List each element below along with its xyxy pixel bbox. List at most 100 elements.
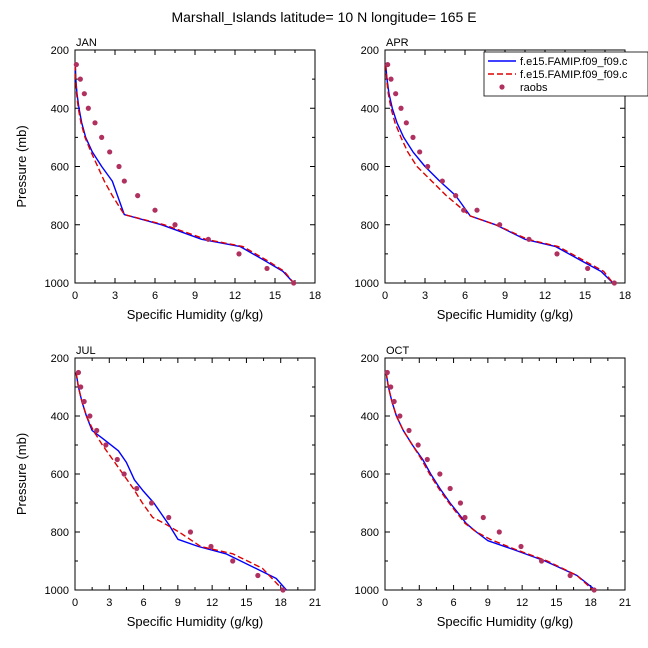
raobs-point xyxy=(461,207,467,213)
x-axis-label: Specific Humidity (g/kg) xyxy=(437,614,574,629)
y-tick-label: 800 xyxy=(51,220,69,232)
y-tick-label: 1000 xyxy=(355,585,379,597)
raobs-point xyxy=(388,76,394,82)
y-tick-label: 1000 xyxy=(355,278,379,290)
series-model2-line xyxy=(385,64,614,284)
raobs-point xyxy=(99,134,105,140)
panel-label: JAN xyxy=(76,37,97,49)
y-tick-label: 400 xyxy=(361,411,379,423)
y-tick-label: 200 xyxy=(361,353,379,365)
legend-entry: raobs xyxy=(520,82,548,94)
y-tick-label: 200 xyxy=(51,45,69,57)
raobs-point xyxy=(611,280,617,286)
x-tick-label: 15 xyxy=(269,290,281,302)
raobs-point xyxy=(480,514,486,521)
raobs-point xyxy=(291,280,297,286)
x-tick-label: 18 xyxy=(309,290,321,302)
plot-frame xyxy=(384,357,626,591)
x-tick-label: 0 xyxy=(382,597,388,609)
raobs-point xyxy=(591,587,597,593)
raobs-point xyxy=(135,193,141,199)
x-tick-label: 12 xyxy=(206,597,218,609)
panel-label: OCT xyxy=(386,345,410,357)
y-tick-label: 600 xyxy=(51,162,69,174)
series-model1-line xyxy=(74,64,295,284)
plot-frame xyxy=(74,357,316,591)
y-tick-label: 600 xyxy=(361,469,379,481)
x-tick-label: 3 xyxy=(422,290,428,302)
series-model1-line xyxy=(385,372,596,591)
raobs-point xyxy=(78,384,84,390)
x-tick-label: 15 xyxy=(579,290,591,302)
raobs-point xyxy=(453,193,459,199)
raobs-point xyxy=(424,456,430,463)
x-tick-label: 0 xyxy=(72,290,78,302)
x-tick-label: 9 xyxy=(175,597,181,609)
raobs-point xyxy=(121,471,127,477)
raobs-point xyxy=(554,251,560,257)
raobs-point xyxy=(264,265,270,272)
x-tick-label: 12 xyxy=(539,290,551,302)
raobs-point xyxy=(391,398,397,405)
raobs-point xyxy=(497,222,503,228)
raobs-point xyxy=(567,572,573,579)
x-tick-label: 6 xyxy=(451,597,457,609)
raobs-point xyxy=(403,120,409,126)
page-title: Marshall_Islands latitude= 10 N longitud… xyxy=(171,9,477,25)
raobs-point xyxy=(77,76,83,82)
legend-entry: f.e15.FAMIP.f09_f09.c xyxy=(520,69,628,81)
raobs-point xyxy=(81,91,87,97)
raobs-point xyxy=(447,485,453,492)
x-tick-label: 15 xyxy=(550,597,562,609)
x-tick-label: 9 xyxy=(485,597,491,609)
panel-oct: 0 3 6 9 12 15 18 21 200 400 600 800 1000 OCT Specific … xyxy=(355,345,632,629)
raobs-point xyxy=(462,514,468,521)
raobs-point xyxy=(107,149,113,155)
raobs-point xyxy=(148,500,155,506)
raobs-point xyxy=(75,369,82,376)
x-tick-label: 12 xyxy=(516,597,528,609)
raobs-point xyxy=(116,163,122,170)
raobs-point xyxy=(398,105,404,111)
x-axis-label: Specific Humidity (g/kg) xyxy=(127,614,264,629)
raobs-point xyxy=(94,427,100,434)
raobs-point xyxy=(92,120,98,126)
raobs-point xyxy=(417,149,423,155)
panel-apr: 0 3 6 9 12 15 18 200 400 600 800 1000 APR Specific Hu… xyxy=(355,37,632,322)
y-tick-label: 600 xyxy=(361,162,379,174)
y-tick-label: 400 xyxy=(361,103,379,115)
raobs-point xyxy=(172,222,178,228)
raobs-point xyxy=(280,587,286,593)
raobs-point xyxy=(406,427,412,434)
x-tick-label: 18 xyxy=(275,597,287,609)
raobs-point xyxy=(208,543,214,550)
x-tick-label: 18 xyxy=(619,290,631,302)
legend-entry: f.e15.FAMIP.f09_f09.c xyxy=(520,56,628,68)
raobs-point xyxy=(152,207,158,213)
raobs-point xyxy=(393,91,399,97)
x-tick-label: 9 xyxy=(502,290,508,302)
series-model1-line xyxy=(385,64,614,284)
raobs-point xyxy=(397,413,403,419)
series-model2-line xyxy=(385,372,594,591)
x-tick-label: 3 xyxy=(106,597,112,609)
panel-jul: 0 3 6 9 12 15 18 21 200 400 600 800 1000 JUL Specific … xyxy=(14,345,321,629)
raobs-point xyxy=(425,163,431,170)
raobs-point xyxy=(585,265,591,272)
raobs-point xyxy=(85,105,91,111)
raobs-point xyxy=(457,500,464,506)
raobs-point xyxy=(134,485,140,492)
x-axis-label: Specific Humidity (g/kg) xyxy=(127,307,264,322)
raobs-point xyxy=(526,236,532,242)
raobs-point xyxy=(236,251,242,257)
raobs-point xyxy=(538,558,545,564)
y-tick-label: 800 xyxy=(361,220,379,232)
y-tick-label: 200 xyxy=(51,353,69,365)
x-tick-label: 21 xyxy=(619,597,631,609)
y-tick-label: 800 xyxy=(361,527,379,539)
x-axis-label: Specific Humidity (g/kg) xyxy=(437,307,574,322)
raobs-point xyxy=(518,543,524,550)
series-model1-line xyxy=(75,372,287,591)
panel-label: APR xyxy=(386,37,409,49)
